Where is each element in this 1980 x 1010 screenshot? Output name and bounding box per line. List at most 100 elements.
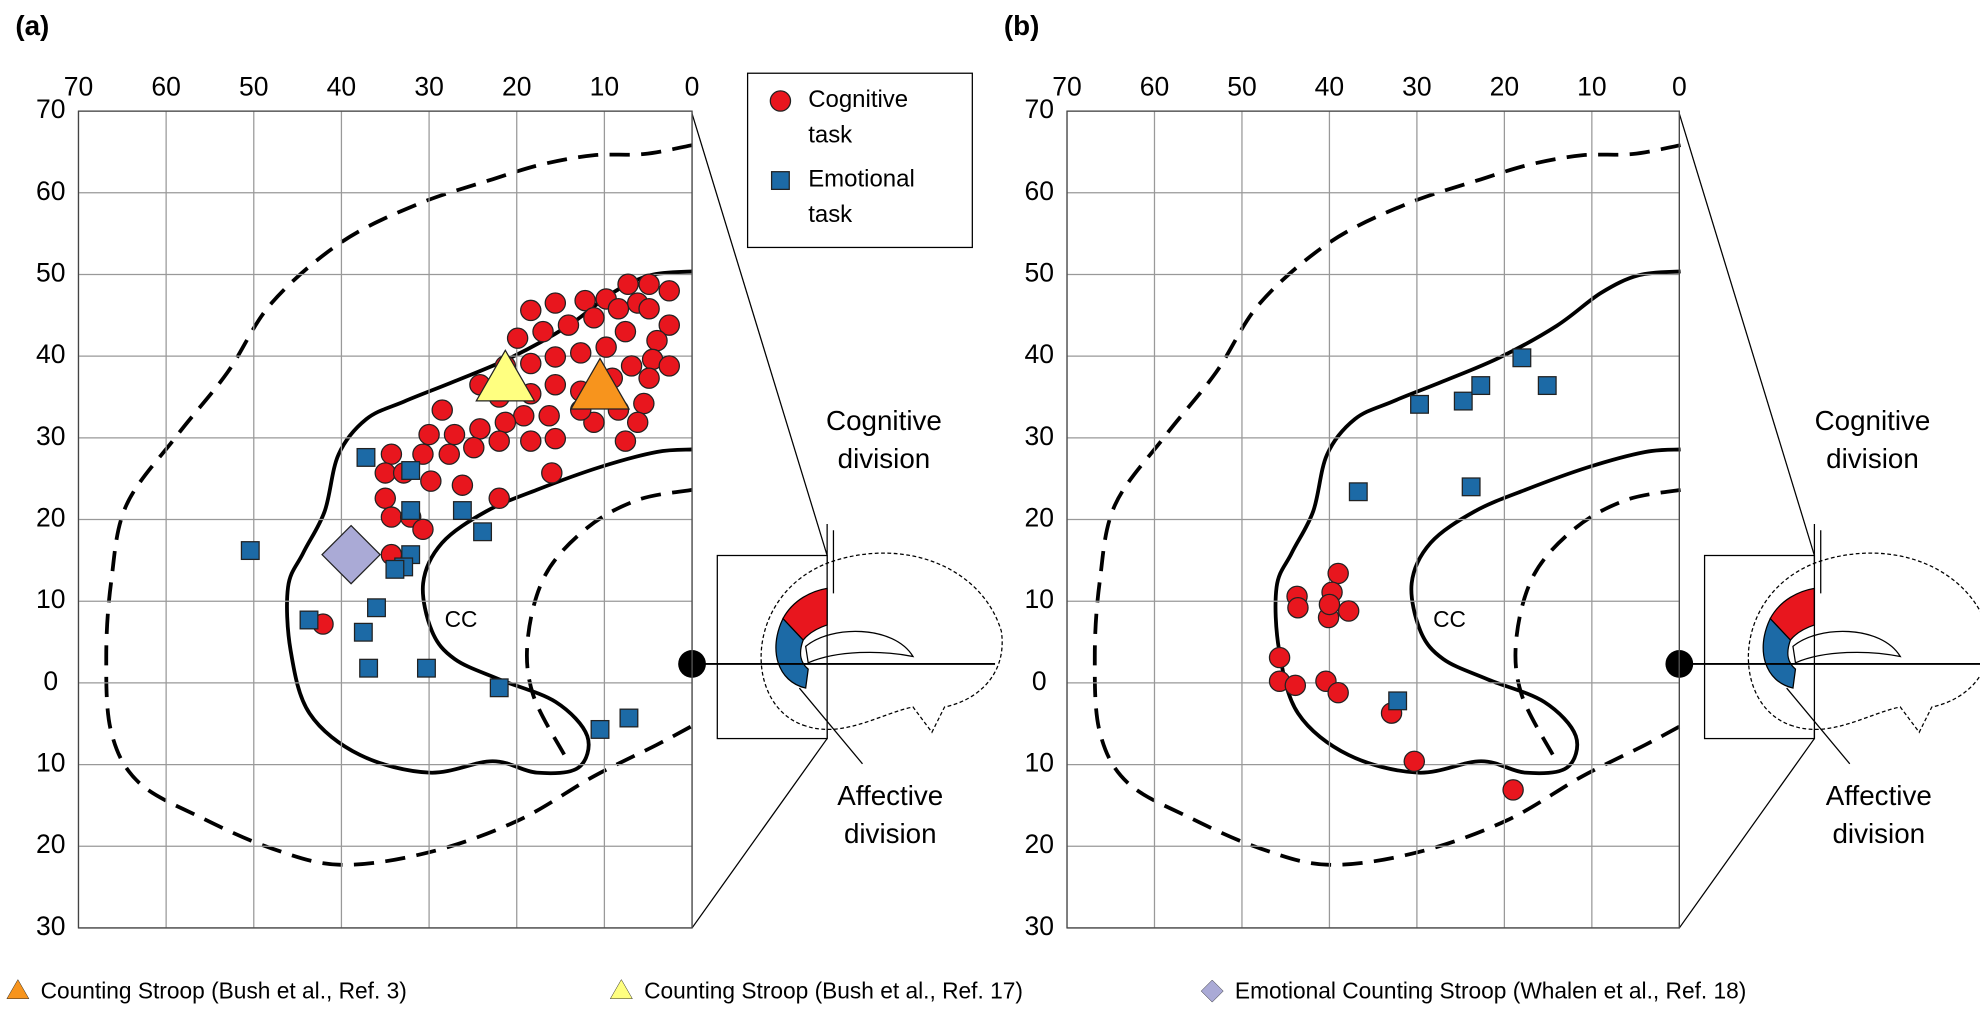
x-tick-label: 50 bbox=[1227, 71, 1256, 101]
cognitive-point bbox=[615, 431, 635, 451]
cognitive-point bbox=[539, 406, 559, 426]
cognitive-point bbox=[618, 274, 638, 294]
y-tick-label: 40 bbox=[1024, 339, 1053, 369]
text-line: Affective bbox=[837, 780, 943, 811]
inner-outline bbox=[527, 490, 692, 758]
y-tick-label: 50 bbox=[1024, 257, 1053, 287]
x-tick-label: 70 bbox=[64, 71, 93, 101]
emotional-point bbox=[418, 659, 436, 677]
inner-outline bbox=[1515, 490, 1680, 758]
y-tick-label: 20 bbox=[1024, 829, 1053, 859]
cognitive-point bbox=[647, 331, 667, 351]
cognitive-point bbox=[1404, 751, 1424, 771]
cognitive-point bbox=[545, 429, 565, 449]
cognitive-point bbox=[419, 424, 439, 444]
emotional-point bbox=[360, 659, 378, 677]
y-tick-label: 60 bbox=[36, 176, 65, 206]
y-tick-label: 20 bbox=[36, 503, 65, 533]
emotional-point bbox=[591, 721, 609, 739]
text-line: division bbox=[1826, 443, 1919, 474]
emotional-point bbox=[402, 502, 420, 520]
annotation: Affective division bbox=[1826, 780, 1932, 849]
cognitive-point bbox=[1319, 594, 1339, 614]
y-tick-label: 0 bbox=[1032, 666, 1047, 696]
cognitive-point bbox=[1339, 601, 1359, 621]
emotional-point bbox=[474, 523, 492, 541]
cognitive-point bbox=[1269, 647, 1289, 667]
text-line: task bbox=[808, 201, 853, 228]
cognitive-point bbox=[659, 281, 679, 301]
y-tick-label: 30 bbox=[36, 911, 65, 941]
text-line: division bbox=[838, 443, 931, 474]
cognitive-point bbox=[596, 337, 616, 357]
cognitive-point bbox=[533, 322, 553, 342]
cognitive-point bbox=[628, 412, 648, 432]
y-tick-label: 50 bbox=[36, 257, 65, 287]
cognitive-point bbox=[639, 368, 659, 388]
cognitive-point bbox=[421, 471, 441, 491]
y-tick-label: 30 bbox=[1024, 911, 1053, 941]
emotional-point bbox=[1472, 377, 1490, 395]
cognitive-point bbox=[621, 356, 641, 376]
text-line: division bbox=[1832, 818, 1925, 849]
cognitive-point bbox=[381, 444, 401, 464]
x-tick-label: 10 bbox=[1577, 71, 1606, 101]
cognitive-point bbox=[444, 424, 464, 444]
cognitive-point bbox=[439, 444, 459, 464]
x-tick-label: 20 bbox=[502, 71, 531, 101]
cognitive-point bbox=[432, 400, 452, 420]
x-tick-label: 0 bbox=[1672, 71, 1687, 101]
cognitive-point bbox=[375, 488, 395, 508]
emotional-point bbox=[1349, 483, 1367, 501]
legend-label: Counting Stroop (Bush et al., Ref. 17) bbox=[644, 977, 1023, 1003]
cognitive-point bbox=[542, 463, 562, 483]
y-tick-label: 70 bbox=[36, 94, 65, 124]
page: {"chart_data": [ {"type": "scatter", "ti… bbox=[0, 0, 1980, 1010]
cognitive-point bbox=[545, 347, 565, 367]
cognitive-point bbox=[413, 519, 433, 539]
x-tick-label: 40 bbox=[1315, 71, 1344, 101]
cognitive-point bbox=[489, 488, 509, 508]
emotional-point bbox=[402, 462, 420, 480]
emotional-point bbox=[1538, 377, 1556, 395]
emotional-point bbox=[620, 709, 638, 727]
cognitive-point bbox=[1285, 675, 1305, 695]
annotation: CC bbox=[1433, 606, 1466, 632]
y-tick-label: 10 bbox=[1024, 584, 1053, 614]
x-tick-label: 40 bbox=[327, 71, 356, 101]
text-line: Affective bbox=[1826, 780, 1932, 811]
cognitive-point bbox=[452, 475, 472, 495]
cognitive-point bbox=[521, 353, 541, 373]
y-tick-label: 0 bbox=[43, 666, 58, 696]
cognitive-point bbox=[464, 438, 484, 458]
cognitive-point bbox=[615, 322, 635, 342]
legend-marker bbox=[7, 980, 29, 999]
cognitive-point bbox=[639, 274, 659, 294]
cognitive-point bbox=[1328, 563, 1348, 583]
emotional-point bbox=[300, 611, 318, 629]
text-line: Emotional bbox=[808, 166, 915, 193]
text-line: task bbox=[808, 122, 853, 149]
legend-label: Emotional Counting Stroop (Whalen et al.… bbox=[1235, 977, 1746, 1003]
legend-marker bbox=[770, 91, 790, 111]
zoom-line bbox=[1679, 114, 1814, 556]
cognitive-point bbox=[521, 431, 541, 451]
outer-outline bbox=[1095, 145, 1681, 865]
emotional-point bbox=[357, 449, 375, 467]
y-tick-label: 10 bbox=[36, 748, 65, 778]
emotional-point bbox=[1454, 392, 1472, 410]
annotation: CC bbox=[445, 606, 478, 632]
emotional-point bbox=[368, 599, 386, 617]
x-tick-label: 60 bbox=[1140, 71, 1169, 101]
cognitive-point bbox=[495, 412, 515, 432]
cognitive-point bbox=[521, 300, 541, 320]
cognitive-point bbox=[639, 299, 659, 319]
y-tick-label: 70 bbox=[1024, 94, 1053, 124]
emotional-point bbox=[1462, 478, 1480, 496]
x-tick-label: 60 bbox=[151, 71, 180, 101]
emotional-point bbox=[241, 542, 259, 560]
cognitive-point bbox=[489, 431, 509, 451]
emotional-point bbox=[1513, 349, 1531, 367]
zoom-line bbox=[1679, 739, 1814, 928]
